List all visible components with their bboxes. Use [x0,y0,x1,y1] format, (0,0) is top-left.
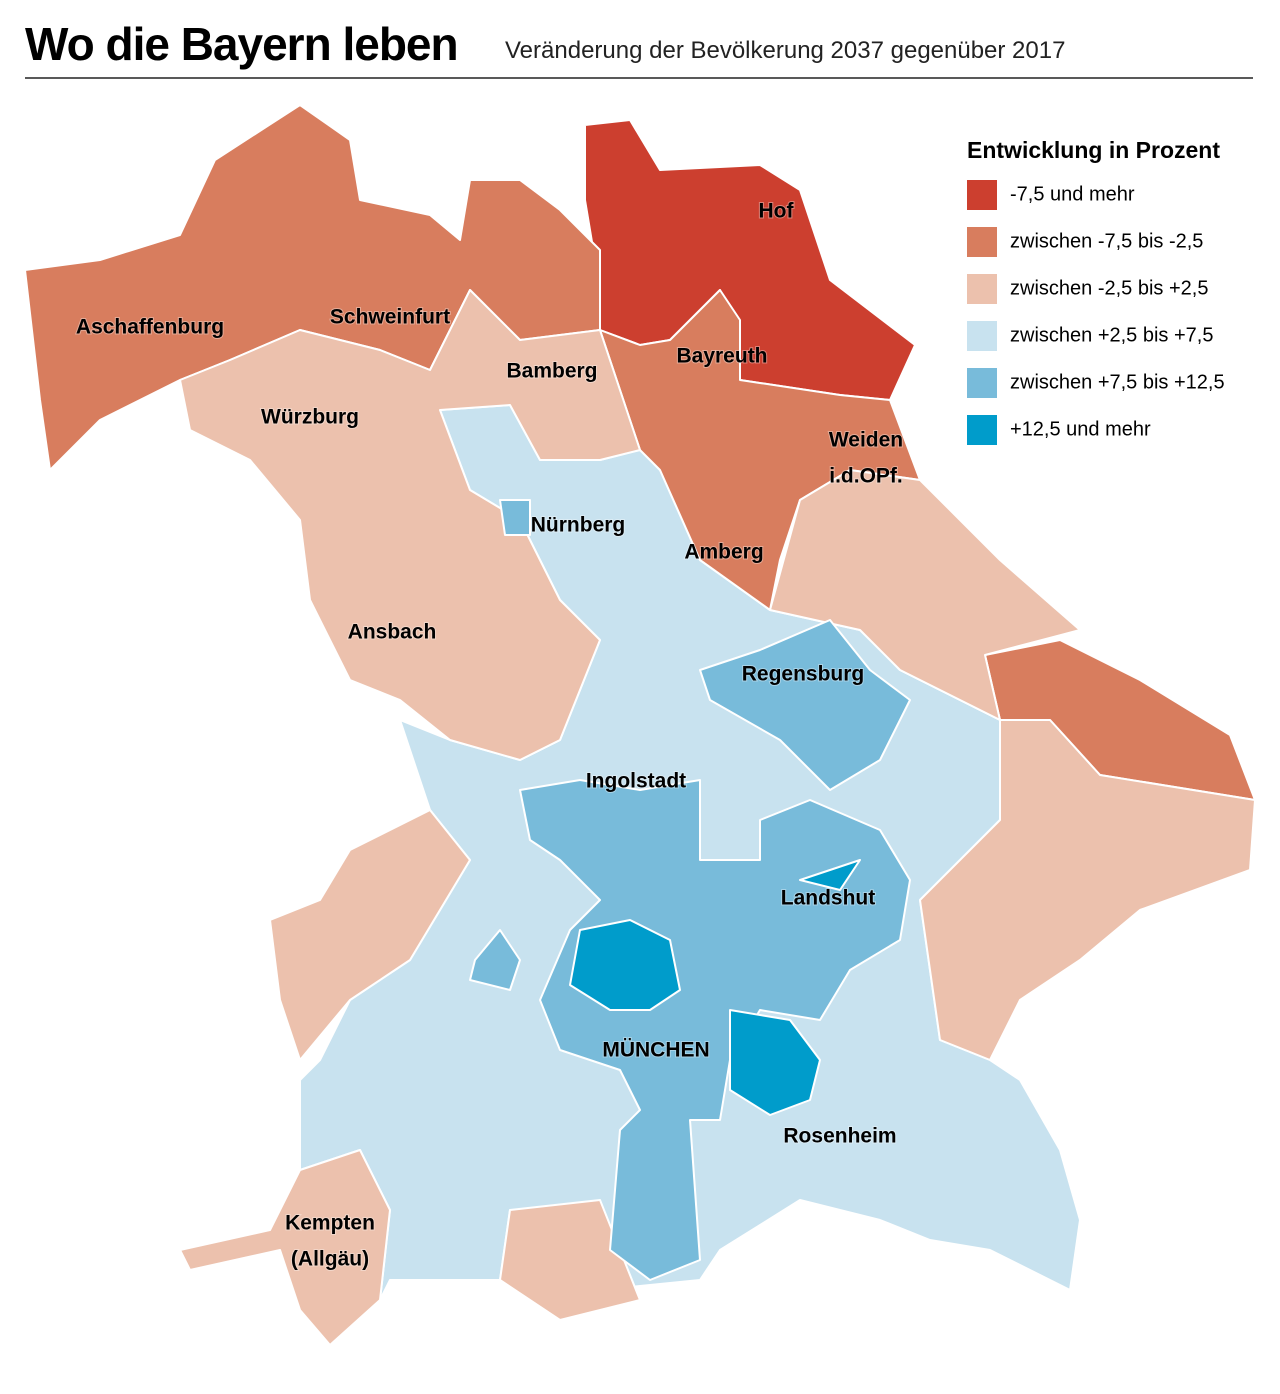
legend-swatch [967,321,997,351]
city-label: Schweinfurt [330,306,450,329]
city-label: Weiden [829,429,903,452]
region [799,859,861,891]
region [769,469,1256,1061]
legend-swatch [967,368,997,398]
region [469,929,521,991]
region [269,809,471,1061]
city-labels: Aschaffenburg Schweinfurt Bamberg Bayreuth W… [75,199,904,1272]
legend-swatch [967,415,997,445]
city-label: Aschaffenburg [76,316,224,339]
city-label: (Allgäu) [291,1248,369,1271]
region [179,1149,391,1346]
region [499,1199,641,1321]
legend-label: -7,5 und mehr [1010,183,1135,205]
city-label: Kempten [285,1212,375,1235]
city-label: i.d.OPf. [829,465,903,488]
legend-title: Entwicklung in Prozent [967,137,1220,163]
title: Wo die Bayern leben [25,18,458,70]
region [569,919,681,1011]
legend: Entwicklung in Prozent -7,5 und mehr zwis… [967,137,1225,445]
region [179,289,641,761]
regions [24,104,1256,1346]
city-label: Landshut [781,887,876,910]
city-label: Nürnberg [531,514,626,537]
city-label: Bamberg [506,360,597,383]
legend-swatch [967,227,997,257]
legend-label: zwischen +2,5 bis +7,5 [1010,324,1213,346]
city-label: Regensburg [742,663,865,686]
legend-label: zwischen -2,5 bis +2,5 [1010,277,1208,299]
region [699,619,911,791]
city-label: Ansbach [348,621,437,644]
city-label: Bayreuth [676,345,767,368]
legend-label: zwischen -7,5 bis -2,5 [1010,230,1203,252]
city-label: Rosenheim [783,1125,896,1148]
city-label: Amberg [684,541,763,564]
region [499,499,531,536]
city-label: MÜNCHEN [602,1039,709,1062]
legend-swatch [967,180,997,210]
legend-label: +12,5 und mehr [1010,418,1151,440]
city-label: Ingolstadt [586,770,686,793]
legend-swatch [967,274,997,304]
region [729,1009,821,1116]
city-label: Hof [759,200,795,223]
subtitle: Veränderung der Bevölkerung 2037 gegenüb… [505,37,1065,64]
city-label: Würzburg [261,406,359,429]
region [519,779,911,1281]
legend-label: zwischen +7,5 bis +12,5 [1010,371,1225,393]
